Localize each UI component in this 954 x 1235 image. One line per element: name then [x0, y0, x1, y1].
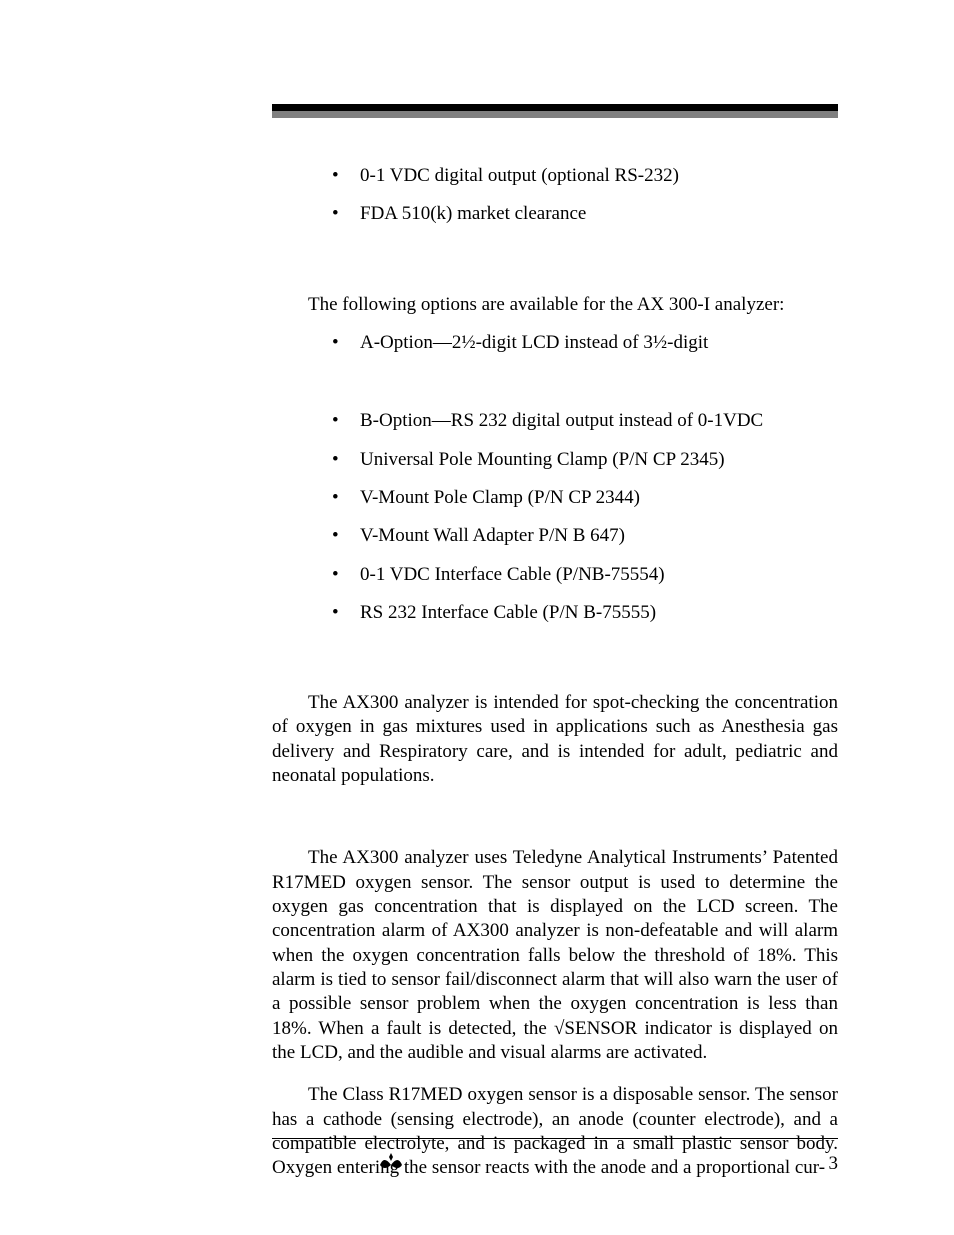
options-list-rest: B-Option—RS 232 digital output instead o… [272, 409, 838, 625]
options-intro: The following options are available for … [272, 293, 838, 317]
header-rule-gray [272, 111, 838, 118]
top-feature-list: 0-1 VDC digital output (optional RS-232)… [272, 164, 838, 227]
list-item-text: FDA 510(k) market clearance [360, 203, 586, 224]
page: 0-1 VDC digital output (optional RS-232)… [0, 0, 954, 1235]
spacer [272, 806, 838, 846]
content-area: 0-1 VDC digital output (optional RS-232)… [272, 164, 838, 1198]
spacer [272, 241, 838, 293]
list-item: 0-1 VDC digital output (optional RS-232) [332, 164, 838, 188]
footer-logo-icon [376, 1151, 406, 1178]
list-item-text: A-Option—2½-digit LCD instead of 3½-digi… [360, 332, 708, 353]
list-item: V-Mount Wall Adapter P/N B 647) [332, 524, 838, 548]
list-item: V-Mount Pole Clamp (P/N CP 2344) [332, 486, 838, 510]
options-list-first: A-Option—2½-digit LCD instead of 3½-digi… [272, 331, 838, 355]
list-item: RS 232 Interface Cable (P/N B-75555) [332, 601, 838, 625]
header-rule [272, 104, 838, 118]
list-item: B-Option—RS 232 digital output instead o… [332, 409, 838, 433]
list-item-text: V-Mount Wall Adapter P/N B 647) [360, 525, 625, 546]
header-rule-black [272, 104, 838, 111]
list-item-text: V-Mount Pole Clamp (P/N CP 2344) [360, 487, 640, 508]
spacer [272, 639, 838, 691]
list-item: FDA 510(k) market clearance [332, 202, 838, 226]
list-item-text: RS 232 Interface Cable (P/N B-75555) [360, 602, 656, 623]
list-item-text: 0-1 VDC Interface Cable (P/NB-75554) [360, 564, 665, 585]
list-item-text: 0-1 VDC digital output (optional RS-232) [360, 165, 679, 186]
list-item: 0-1 VDC Interface Cable (P/NB-75554) [332, 563, 838, 587]
list-item: A-Option—2½-digit LCD instead of 3½-digi… [332, 331, 838, 355]
page-number: 3 [829, 1153, 839, 1175]
list-item-text: B-Option—RS 232 digital output instead o… [360, 410, 763, 431]
list-item-text: Universal Pole Mounting Clamp (P/N CP 23… [360, 449, 725, 470]
spacer [272, 369, 838, 409]
body-paragraph: The AX300 analyzer is intended for spot-… [272, 691, 838, 788]
body-paragraph: The AX300 analyzer uses Teledyne Analyti… [272, 846, 838, 1065]
footer: 3 [272, 1149, 838, 1181]
footer-rule [272, 1138, 838, 1139]
list-item: Universal Pole Mounting Clamp (P/N CP 23… [332, 448, 838, 472]
